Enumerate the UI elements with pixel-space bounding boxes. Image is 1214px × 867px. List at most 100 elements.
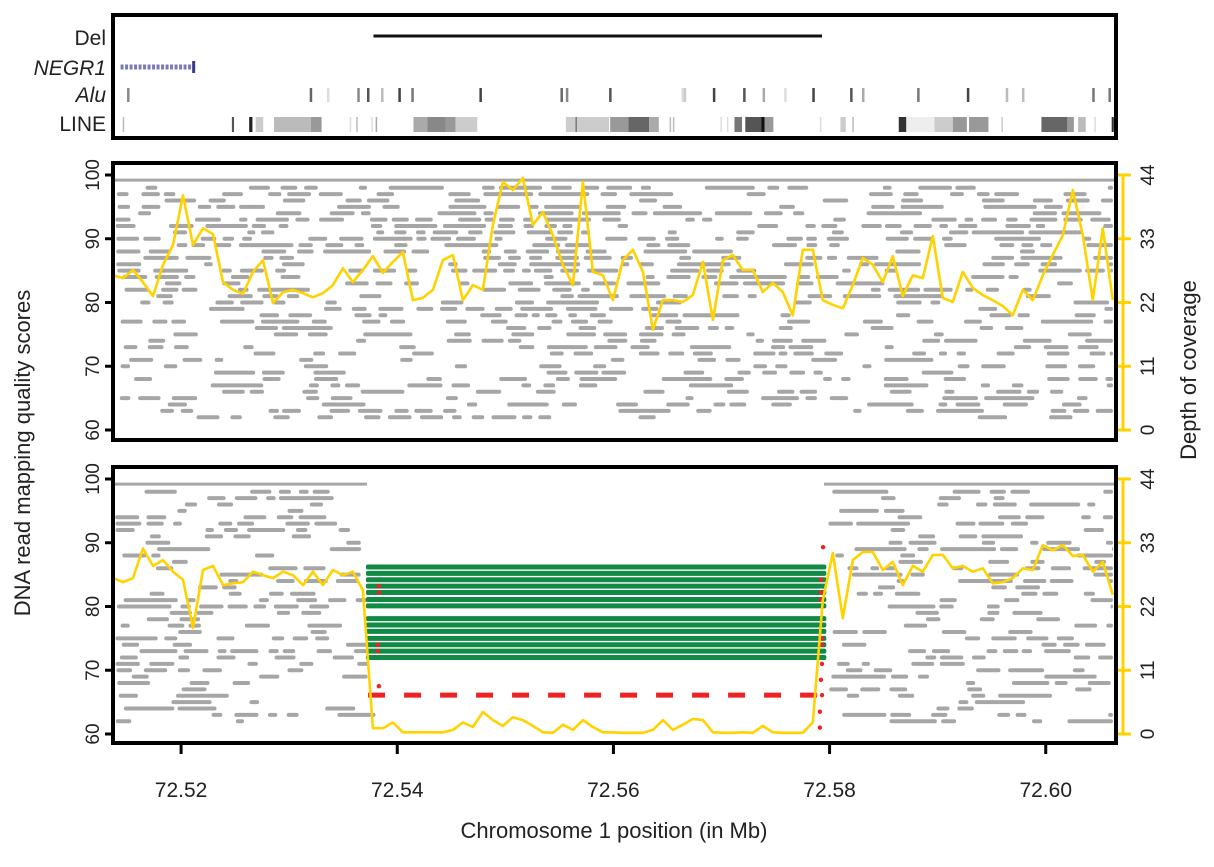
read-mark <box>828 521 853 526</box>
right-tick-label: 22 <box>1138 596 1159 617</box>
read-mark <box>605 236 628 241</box>
tracks-frame <box>111 13 1118 140</box>
read-mark <box>430 236 452 241</box>
line-element <box>274 117 311 132</box>
read-mark <box>406 268 418 273</box>
read-mark <box>223 528 239 532</box>
read-mark <box>866 211 923 216</box>
read-mark <box>141 192 160 197</box>
split-read-mark <box>819 692 825 698</box>
read-mark <box>118 693 138 698</box>
read-mark <box>555 377 570 381</box>
left-tick-label: 60 <box>83 723 104 744</box>
read-mark <box>939 224 949 228</box>
annotation-tracks: Del NEGR1 Alu LINE <box>34 13 1118 140</box>
read-mark <box>601 370 627 375</box>
read-mark <box>607 338 628 343</box>
read-mark <box>925 617 941 622</box>
read-mark <box>182 357 203 362</box>
read-mark <box>378 313 388 318</box>
read-mark <box>459 281 470 286</box>
read-mark <box>359 294 382 299</box>
read-mark <box>255 217 289 222</box>
read-mark <box>826 255 838 260</box>
read-mark <box>247 528 286 532</box>
read-mark <box>936 706 950 711</box>
read-mark <box>358 185 368 190</box>
read-mark <box>726 389 749 394</box>
read-mark <box>900 553 916 558</box>
read-mark <box>910 572 925 577</box>
read-mark <box>414 408 433 413</box>
read-mark <box>985 287 1000 292</box>
read-mark <box>319 217 345 222</box>
read-mark <box>811 357 838 362</box>
read-mark <box>499 377 528 381</box>
read-mark <box>870 326 894 330</box>
read-mark <box>292 636 309 641</box>
read-mark <box>287 668 304 673</box>
read-mark <box>1085 268 1105 273</box>
read-mark <box>330 383 341 388</box>
read-mark <box>915 610 939 615</box>
read-mark <box>736 236 749 241</box>
read-mark <box>665 319 682 324</box>
read-mark <box>237 521 255 526</box>
discordant-read-pair <box>365 628 827 634</box>
read-mark <box>271 636 285 641</box>
read-mark <box>638 351 660 356</box>
read-mark <box>842 268 851 273</box>
read-mark <box>538 415 552 420</box>
read-mark <box>807 294 833 299</box>
read-mark <box>1041 642 1057 647</box>
read-mark <box>991 636 1017 641</box>
read-mark <box>666 275 691 279</box>
read-mark <box>1015 712 1027 717</box>
read-mark <box>205 224 248 228</box>
read-mark <box>989 313 1012 318</box>
read-mark <box>244 623 271 628</box>
read-mark <box>120 319 143 324</box>
read-mark <box>471 415 485 420</box>
read-mark <box>216 502 234 507</box>
read-mark <box>890 674 909 679</box>
read-mark <box>351 306 367 311</box>
read-mark <box>455 236 476 241</box>
x-axis: 72.52 72.54 72.56 72.58 72.60 <box>155 743 1072 802</box>
read-mark <box>1021 649 1033 654</box>
read-mark <box>243 345 254 350</box>
read-mark <box>977 415 1008 420</box>
read-mark <box>900 204 944 209</box>
read-mark <box>885 236 909 241</box>
line-element <box>255 117 264 132</box>
read-mark <box>164 281 182 286</box>
read-mark <box>896 300 922 305</box>
read-mark <box>247 661 258 666</box>
read-mark <box>521 415 533 420</box>
read-mark <box>1025 515 1045 520</box>
read-mark <box>329 211 355 216</box>
read-mark <box>908 540 937 545</box>
read-mark <box>521 383 532 388</box>
line-element <box>413 117 428 132</box>
panel-deletion: 60 70 80 90 100 0 11 22 33 44 <box>83 463 1159 745</box>
read-mark <box>301 610 322 615</box>
read-mark <box>254 326 279 330</box>
read-mark <box>671 332 686 337</box>
read-mark <box>394 230 407 235</box>
read-mark <box>313 351 326 356</box>
read-mark <box>981 364 1006 369</box>
read-mark <box>998 693 1053 698</box>
read-mark <box>117 204 131 209</box>
read-mark <box>603 332 628 337</box>
read-mark <box>122 553 147 558</box>
read-mark <box>884 345 894 350</box>
read-mark <box>115 719 132 724</box>
read-mark <box>124 287 150 292</box>
read-mark <box>394 243 408 248</box>
read-mark <box>894 591 921 596</box>
line-element <box>231 117 235 132</box>
read-mark <box>939 598 957 603</box>
read-mark <box>997 515 1021 520</box>
read-mark <box>1093 572 1113 577</box>
